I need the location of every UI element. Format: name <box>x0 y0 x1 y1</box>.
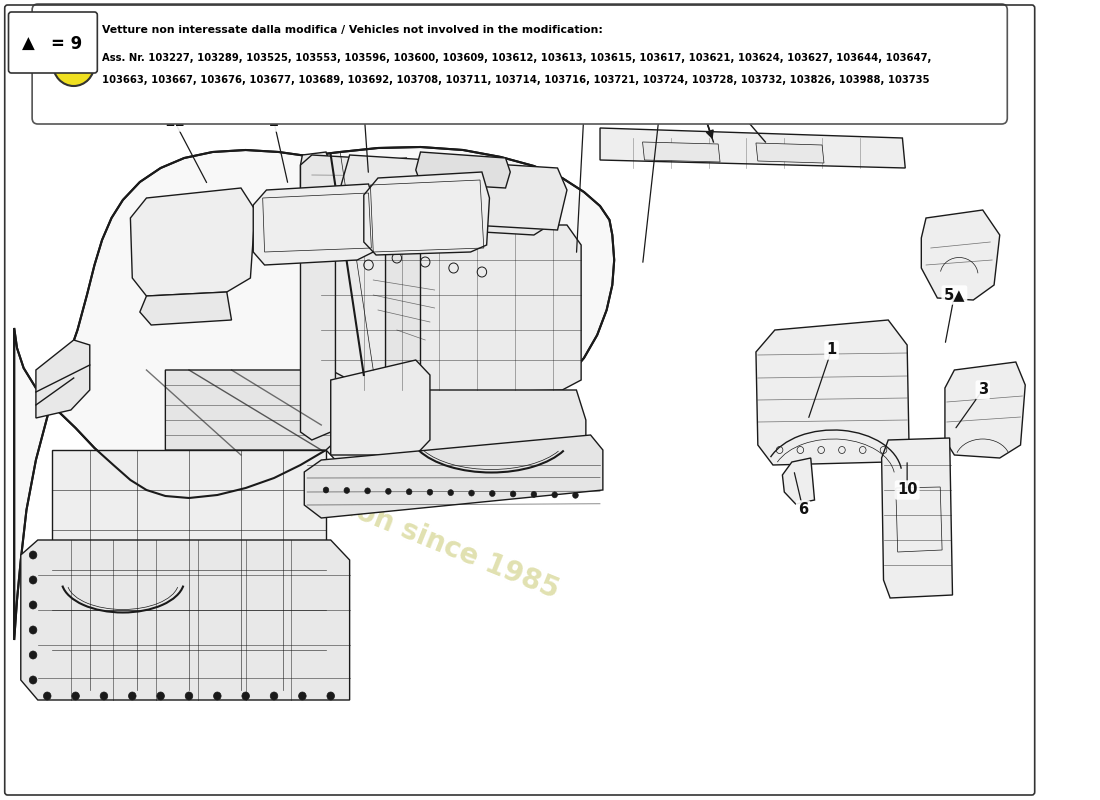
Polygon shape <box>300 152 336 440</box>
Text: = 9: = 9 <box>51 35 81 53</box>
Text: A: A <box>66 54 81 74</box>
Circle shape <box>469 490 474 496</box>
Polygon shape <box>305 435 603 518</box>
Polygon shape <box>416 152 510 188</box>
Polygon shape <box>321 225 581 395</box>
Circle shape <box>185 692 192 700</box>
Polygon shape <box>782 458 814 504</box>
Circle shape <box>490 490 495 497</box>
Text: 2: 2 <box>270 114 279 130</box>
Polygon shape <box>756 320 909 465</box>
Text: ▲: ▲ <box>22 35 35 53</box>
Polygon shape <box>52 450 326 690</box>
Polygon shape <box>326 390 586 465</box>
Polygon shape <box>922 210 1000 300</box>
Circle shape <box>552 492 558 498</box>
Polygon shape <box>331 360 430 455</box>
Polygon shape <box>605 62 912 115</box>
Text: elfer: elfer <box>129 273 476 507</box>
Circle shape <box>323 487 329 493</box>
Polygon shape <box>339 155 566 230</box>
Circle shape <box>448 490 453 496</box>
Circle shape <box>213 692 221 700</box>
Polygon shape <box>385 158 420 435</box>
Polygon shape <box>21 540 350 700</box>
Polygon shape <box>253 184 376 265</box>
Circle shape <box>365 488 371 494</box>
FancyBboxPatch shape <box>9 12 97 73</box>
Circle shape <box>30 676 37 684</box>
Circle shape <box>298 692 306 700</box>
Polygon shape <box>794 78 852 100</box>
Text: 7: 7 <box>579 105 588 119</box>
Polygon shape <box>364 172 490 255</box>
Polygon shape <box>945 362 1025 458</box>
Circle shape <box>30 576 37 584</box>
Text: 8: 8 <box>654 105 664 119</box>
Circle shape <box>242 692 250 700</box>
Polygon shape <box>14 147 614 640</box>
Polygon shape <box>389 290 574 422</box>
Circle shape <box>327 692 334 700</box>
Text: 5▲: 5▲ <box>944 287 965 302</box>
Circle shape <box>427 489 432 495</box>
Text: 1: 1 <box>826 342 837 358</box>
Circle shape <box>406 489 412 494</box>
FancyBboxPatch shape <box>32 4 1008 124</box>
Polygon shape <box>165 370 359 450</box>
Circle shape <box>72 692 79 700</box>
Text: Vetture non interessate dalla modifica / Vehicles not involved in the modificati: Vetture non interessate dalla modifica /… <box>102 25 603 35</box>
Circle shape <box>344 487 350 494</box>
Polygon shape <box>36 340 90 418</box>
Circle shape <box>385 488 392 494</box>
Polygon shape <box>300 155 558 235</box>
Circle shape <box>573 492 579 498</box>
Circle shape <box>100 692 108 700</box>
Polygon shape <box>756 143 824 163</box>
Circle shape <box>510 491 516 497</box>
Circle shape <box>30 551 37 559</box>
Text: Ass. Nr. 103227, 103289, 103525, 103553, 103596, 103600, 103609, 103612, 103613,: Ass. Nr. 103227, 103289, 103525, 103553,… <box>102 53 932 63</box>
Text: 103663, 103667, 103676, 103677, 103689, 103692, 103708, 103711, 103714, 103716, : 103663, 103667, 103676, 103677, 103689, … <box>102 75 930 85</box>
Polygon shape <box>661 78 721 100</box>
Circle shape <box>129 692 136 700</box>
Circle shape <box>531 491 537 498</box>
Circle shape <box>30 651 37 659</box>
Text: 10: 10 <box>896 482 917 498</box>
Circle shape <box>271 692 278 700</box>
Text: 3: 3 <box>978 382 988 398</box>
Polygon shape <box>642 142 720 162</box>
Polygon shape <box>140 292 231 325</box>
Text: a passion since 1985: a passion since 1985 <box>250 456 563 604</box>
Circle shape <box>30 626 37 634</box>
Text: 4: 4 <box>359 101 369 115</box>
Circle shape <box>44 692 51 700</box>
Text: 11: 11 <box>165 114 185 130</box>
Polygon shape <box>600 128 905 168</box>
Polygon shape <box>131 188 255 296</box>
Circle shape <box>30 601 37 609</box>
Polygon shape <box>881 438 953 598</box>
Circle shape <box>157 692 164 700</box>
Circle shape <box>53 42 95 86</box>
Text: 6: 6 <box>799 502 808 518</box>
